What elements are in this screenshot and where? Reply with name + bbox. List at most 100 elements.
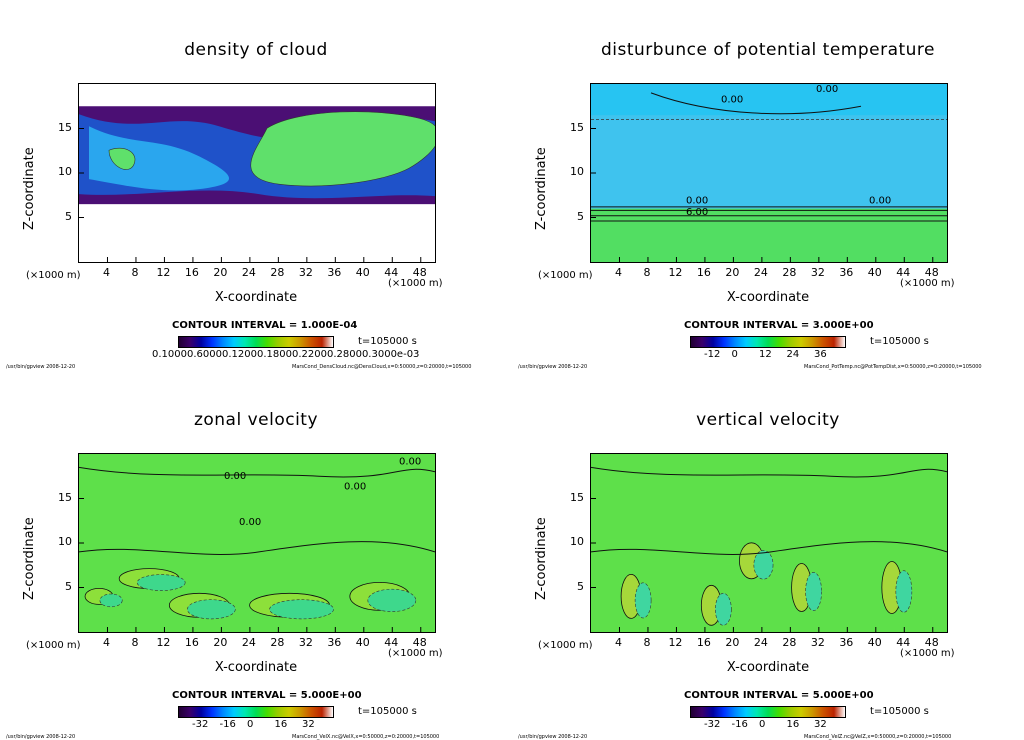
velocity-cell: [367, 588, 417, 612]
y-tick-label: 15: [570, 490, 584, 504]
x-unit-label-left: (×1000 m): [26, 640, 81, 651]
x-tick-label: 36: [327, 636, 342, 649]
colorbar-label: 16: [274, 719, 288, 730]
x-tick-label: 20: [213, 266, 228, 279]
cloud-green-patch: [108, 147, 136, 170]
x-tick-label: 32: [298, 266, 313, 279]
x-tick-label: 40: [867, 636, 882, 649]
y-tick-label: 15: [570, 120, 584, 134]
contour-label: 6.00: [686, 207, 708, 218]
colorbar-label: -16: [219, 719, 236, 730]
velocity-cell: [715, 593, 732, 626]
colorbar-label: 0: [247, 719, 254, 730]
chart-title: zonal velocity: [193, 410, 319, 430]
time-label: t=105000 s: [358, 336, 417, 347]
panel-density-of-cloud: density of cloud 4 8 12 16 20 24 28 32 36 40 44 48 5 1…: [0, 0, 512, 370]
contour-interval: CONTOUR INTERVAL = 3.000E+00: [684, 320, 874, 331]
footer-left: /usr/bin/gpview 2008-12-20: [518, 364, 588, 370]
field-top-band: [591, 84, 947, 116]
x-tick-label: 44: [896, 636, 911, 649]
cloud-cyan-region: [89, 126, 229, 191]
contour-interval: CONTOUR INTERVAL = 1.000E-04: [172, 320, 358, 331]
chart-title: vertical velocity: [696, 410, 840, 430]
plot-area: [590, 453, 948, 633]
colorbar-label: 0: [731, 349, 738, 360]
x-tick-label: 32: [298, 636, 313, 649]
velocity-cell: [187, 599, 236, 620]
y-tick-label: 10: [570, 165, 584, 178]
x-tick-label: 48: [412, 636, 427, 649]
x-axis-title: X-coordinate: [726, 290, 810, 305]
time-label: t=105000 s: [870, 706, 929, 717]
colorbar: [178, 706, 334, 718]
x-tick-label: 24: [241, 636, 256, 649]
velocity-cell: [895, 570, 913, 613]
time-label: t=105000 s: [870, 336, 929, 347]
x-tick-label: 40: [355, 636, 370, 649]
x-tick-label: 44: [384, 266, 399, 279]
panel-zonal-velocity: zonal velocity 0.00 0.00 0.00 0.00 4 8 12 16 20 24…: [0, 370, 512, 740]
contour-interval: CONTOUR INTERVAL = 5.000E+00: [172, 690, 362, 701]
colorbar-label: 36: [814, 349, 827, 360]
y-axis-title: Z-coordinate: [22, 517, 37, 600]
x-tick-label: 48: [924, 636, 939, 649]
velocity-cell: [753, 550, 774, 580]
x-unit-label-right: (×1000 m): [900, 278, 955, 289]
contour-label: 0.00: [399, 457, 421, 468]
x-unit-label-right: (×1000 m): [900, 648, 955, 659]
contour-label: 0.00: [344, 482, 366, 493]
plot-svg: 0.000.000.00 0.006.00: [591, 84, 947, 262]
y-tick-label: 5: [577, 579, 584, 593]
x-tick-label: 36: [839, 636, 854, 649]
plot-svg: 0.00 0.00 0.00 0.00: [79, 454, 435, 632]
footer-left: /usr/bin/gpview 2008-12-20: [518, 734, 588, 740]
x-tick-label: 12: [156, 636, 171, 649]
contour-line: [79, 466, 435, 478]
velocity-cell: [805, 572, 822, 612]
x-tick-label: 44: [896, 266, 911, 279]
x-tick-label: 40: [867, 266, 882, 279]
x-tick-label: 28: [270, 266, 285, 279]
x-tick-label: 32: [810, 266, 825, 279]
cloud-green-core: [250, 111, 435, 187]
contour-line: [591, 466, 947, 478]
x-tick-label: 24: [241, 266, 256, 279]
panel-potential-temperature: disturbunce of potential temperature 0.00…: [512, 0, 1024, 370]
colorbar-label: -32: [704, 719, 721, 730]
x-tick-label: 48: [924, 266, 939, 279]
velocity-cell: [99, 593, 123, 608]
x-tick-label: 44: [384, 636, 399, 649]
x-tick-label: 28: [782, 636, 797, 649]
x-tick-label: 4: [102, 266, 110, 279]
colorbar-label: 16: [786, 719, 800, 730]
contour-label: 0.00: [869, 195, 891, 206]
velocity-cell: [634, 582, 652, 619]
y-axis-title: Z-coordinate: [534, 147, 549, 230]
chart-title: density of cloud: [184, 40, 328, 60]
footer-left: /usr/bin/gpview 2008-12-20: [6, 364, 76, 370]
x-tick-label: 28: [270, 636, 285, 649]
x-tick-label: 4: [102, 636, 110, 649]
x-tick-label: 16: [696, 636, 711, 649]
x-unit-label-left: (×1000 m): [26, 270, 81, 281]
y-tick-label: 5: [65, 579, 72, 593]
x-tick-label: 28: [782, 266, 797, 279]
panel-vertical-velocity: vertical velocity 4 8 12 16 20 24 28 32 36 40 44 48 5…: [512, 370, 1024, 740]
y-axis-title: Z-coordinate: [22, 147, 37, 230]
contour-label: 0.00: [224, 471, 246, 482]
contour-label: 0.00: [721, 95, 743, 106]
x-unit-label-right: (×1000 m): [388, 648, 443, 659]
x-tick-label: 36: [327, 266, 342, 279]
x-axis-title: X-coordinate: [214, 660, 298, 675]
plot-area: 0.00 0.00 0.00 0.00 6.00: [590, 83, 948, 263]
y-tick-label: 5: [577, 209, 584, 223]
x-unit-label-left: (×1000 m): [538, 270, 593, 281]
footer-right: MarsCond_VelX.nc@VelX,x=0:50000,z=0:2000…: [292, 734, 440, 740]
y-tick-label: 10: [58, 165, 72, 178]
x-tick-label: 4: [614, 266, 622, 279]
colorbar-label: -12: [704, 349, 721, 360]
x-tick-label: 32: [810, 636, 825, 649]
field-lower: [591, 208, 947, 262]
x-tick-label: 12: [668, 266, 683, 279]
x-tick-label: 24: [753, 266, 768, 279]
